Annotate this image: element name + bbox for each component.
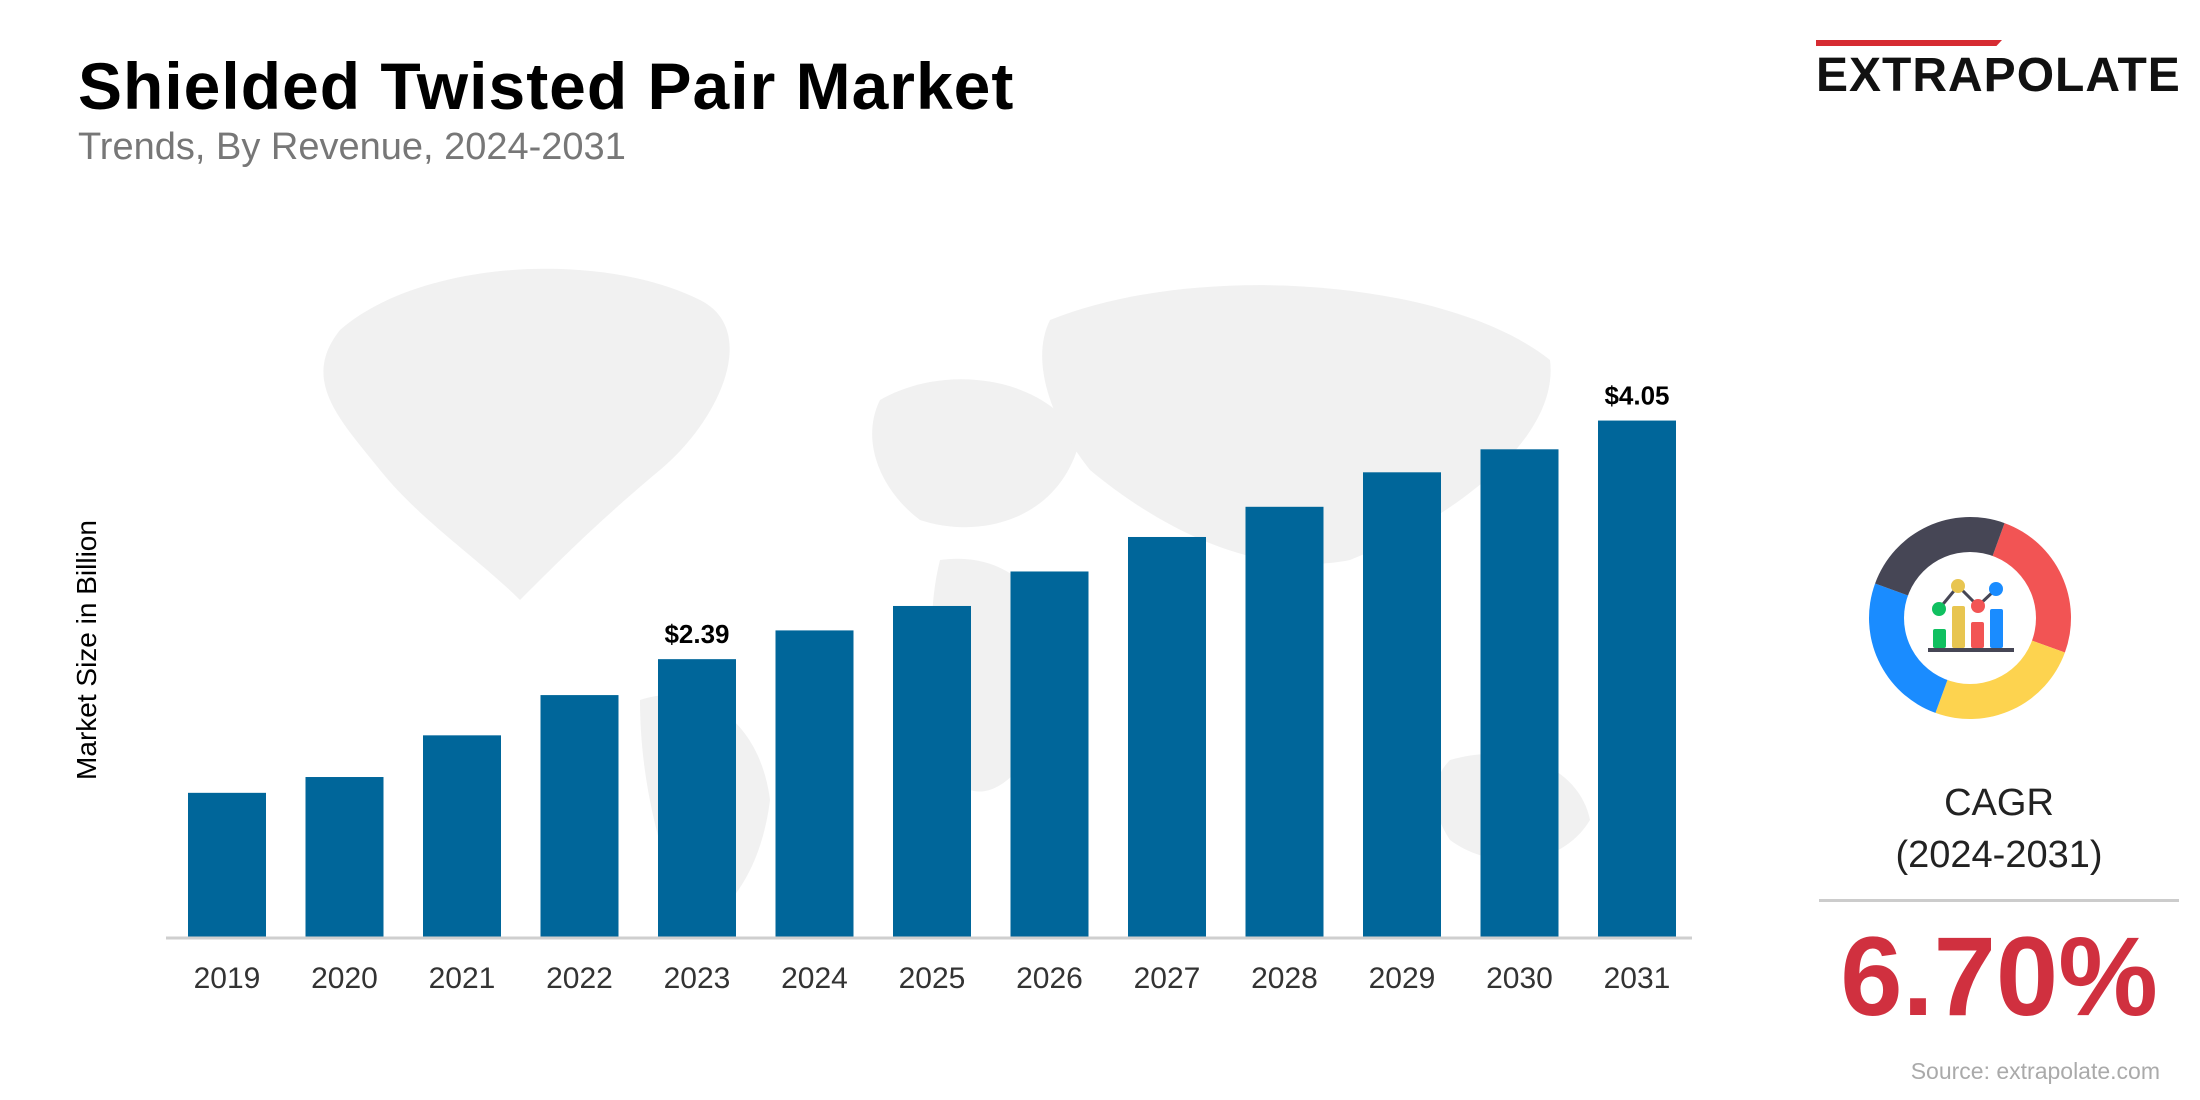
page-subtitle: Trends, By Revenue, 2024-2031 [78,126,626,168]
bar-2026 [1010,571,1089,938]
bar-2023 [658,659,736,938]
source-note: Source: extrapolate.com [1910,1058,2160,1084]
x-tick-label: 2025 [899,962,966,995]
bar-2024 [775,630,854,938]
x-tick-label: 2029 [1369,962,1436,995]
x-tick-label: 2028 [1251,962,1318,995]
bar-2019 [188,792,266,938]
cagr-label: CAGR [1944,782,2054,824]
bar-2021 [423,735,501,938]
logo-accent-bar [1816,40,2002,46]
cagr-value: 6.70% [1840,914,2158,1039]
bar-2027 [1128,536,1206,938]
chart-donut-icon [1869,517,2071,719]
data-label: $2.39 [664,619,729,649]
x-tick-label: 2026 [1016,962,1083,995]
divider [1819,899,2179,902]
y-axis-label: Market Size in Billion [71,520,102,780]
bar-2020 [305,777,384,938]
bar-2025 [893,605,971,938]
x-tick-label: 2019 [194,962,261,995]
extrapolate-logo: EXTRAPOLATE [1816,40,2180,102]
bar-2022 [540,695,619,938]
cagr-period: (2024-2031) [1895,834,2103,876]
page-title: Shielded Twisted Pair Market [78,49,1015,123]
x-tick-label: 2027 [1134,962,1201,995]
bar-2029 [1363,472,1441,938]
bar-2031 [1598,420,1676,938]
bar-2028 [1245,506,1324,938]
data-label: $4.05 [1604,381,1669,411]
x-tick-label: 2022 [546,962,613,995]
bar-chart: 2019 2020 2021 2022 2023 2024 2025 2026 2027 2028… [166,268,1692,995]
x-tick-label: 2020 [311,962,378,995]
x-tick-label: 2021 [429,962,496,995]
x-tick-label: 2024 [781,962,848,995]
x-tick-label: 2030 [1486,962,1553,995]
bar-2030 [1480,449,1559,938]
x-tick-label: 2023 [664,962,731,995]
logo-text: EXTRAPOLATE [1816,49,2181,102]
x-tick-label: 2031 [1604,962,1671,995]
